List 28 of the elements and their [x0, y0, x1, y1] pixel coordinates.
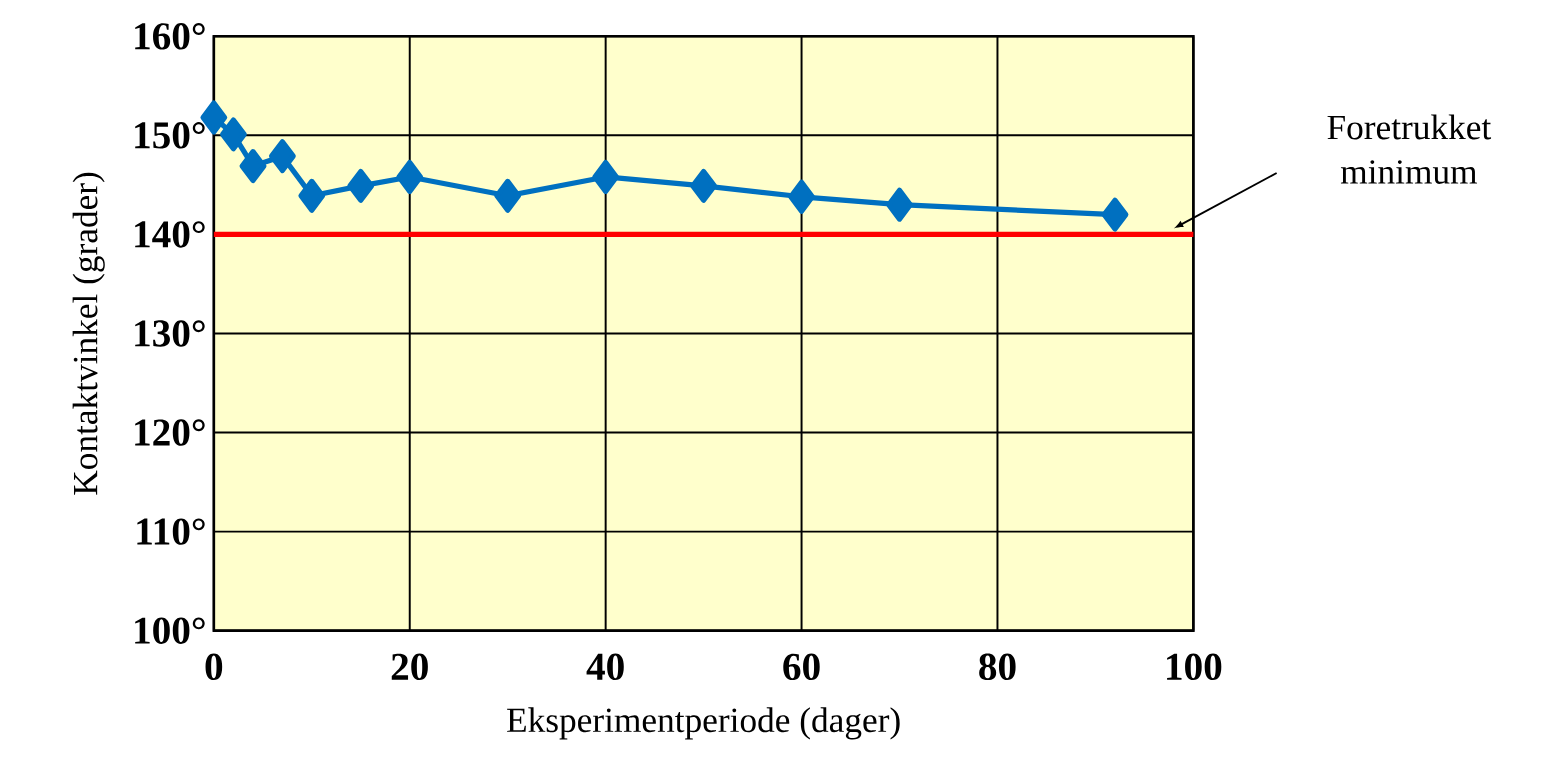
- y-tick-label: 130°: [135, 320, 205, 347]
- point: [690, 168, 718, 203]
- y-axis-title: Kontaktvinkel (grader): [72, 172, 105, 495]
- x-axis-title: Eksperimentperiode (dager): [507, 707, 900, 740]
- y-tick-label: 100°: [135, 617, 205, 644]
- x-tick-label: 60: [783, 653, 820, 681]
- point: [396, 159, 424, 194]
- point: [220, 117, 247, 152]
- point: [494, 178, 522, 213]
- x-tick-label: 80: [979, 653, 1016, 681]
- point: [298, 178, 326, 213]
- x-tick-label: 40: [586, 653, 624, 681]
- x-tick-label: 0: [205, 653, 223, 681]
- point: [268, 139, 296, 174]
- y-tick-label: 120°: [135, 419, 205, 446]
- point: [886, 187, 913, 222]
- y-tick-label: 140°: [135, 221, 205, 248]
- x-tick-label: 20: [391, 653, 428, 681]
- y-tick-label: 150°: [135, 122, 205, 149]
- point: [239, 149, 267, 184]
- point: [592, 159, 620, 194]
- point: [347, 168, 375, 203]
- y-tick-label: 160°: [135, 23, 205, 50]
- text: Foretrukket minimum: [1327, 114, 1492, 184]
- point: [788, 179, 815, 214]
- y-tick-label: 110°: [137, 518, 205, 545]
- x-tick-label: 100: [1167, 653, 1222, 681]
- point: [1101, 197, 1129, 232]
